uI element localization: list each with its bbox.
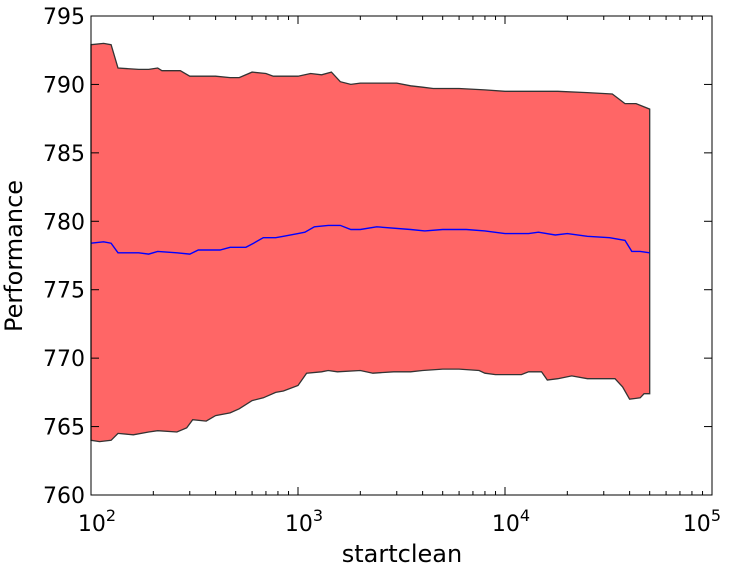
y-tick-label: 770 <box>43 347 85 372</box>
y-axis-label: Performance <box>0 180 28 332</box>
y-tick-label: 780 <box>43 210 85 235</box>
x-tick-label: 105 <box>683 506 721 537</box>
y-tick-label: 795 <box>43 5 85 30</box>
y-tick-label: 760 <box>43 484 85 509</box>
y-tick-labels: 760 765 770 775 780 785 790 795 <box>43 5 85 509</box>
mean-line <box>90 224 650 255</box>
y-tick-label: 765 <box>43 416 85 441</box>
x-tick-label: 104 <box>492 506 530 537</box>
x-tick-label: 103 <box>285 506 323 537</box>
x-tick-labels: 102 103 104 105 <box>78 506 721 537</box>
x-tick-label: 102 <box>78 506 116 537</box>
performance-band <box>90 42 651 443</box>
plot-frame <box>90 15 713 496</box>
y-tick-label: 785 <box>43 142 85 167</box>
y-tick-label: 775 <box>43 279 85 304</box>
x-axis-label: startclean <box>342 540 462 568</box>
y-tick-label: 790 <box>43 73 85 98</box>
